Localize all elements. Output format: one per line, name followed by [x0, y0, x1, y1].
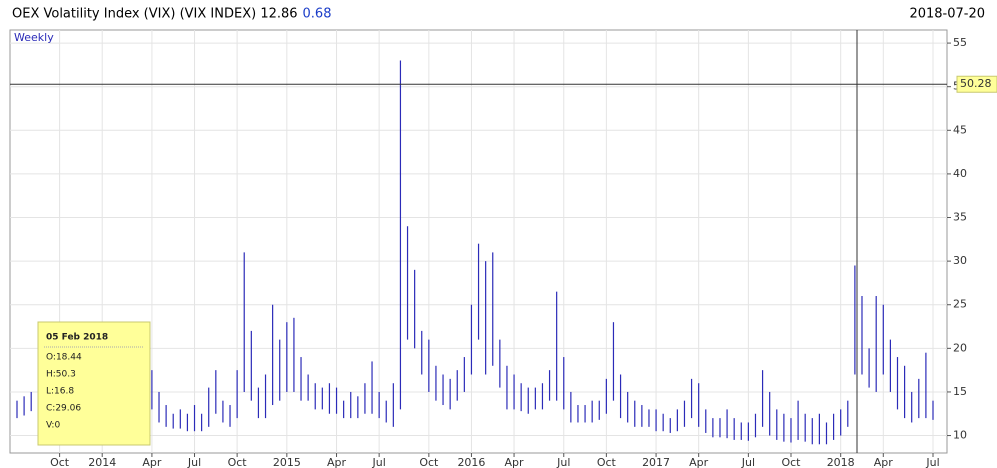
x-tick-label: Apr [142, 456, 162, 468]
tooltip-line: L:16.8 [46, 387, 74, 397]
tooltip-line: V:0 [46, 421, 60, 431]
subtitle: Weekly [14, 31, 54, 44]
x-tick-label: Oct [228, 456, 248, 468]
x-tick-label: 2017 [642, 456, 670, 468]
crosshair-label-box [956, 75, 997, 93]
x-tick-label: 2015 [273, 456, 301, 468]
chart-title: OEX Volatility Index (VIX) (VIX INDEX) 1… [12, 7, 298, 22]
y-tick-label: 55 [953, 36, 967, 49]
plot-area [9, 29, 948, 454]
y-tick-label: 20 [953, 341, 967, 354]
x-tick-label: Jul [371, 456, 385, 468]
y-tick-label: 25 [953, 298, 967, 311]
x-tick-label: Jul [741, 456, 755, 468]
x-tick-label: Oct [781, 456, 801, 468]
x-tick-label: Jul [556, 456, 570, 468]
y-tick-label: 35 [953, 211, 967, 224]
x-tick-label: Oct [50, 456, 70, 468]
tooltip-line: H:50.3 [46, 370, 76, 380]
x-tick-label: Jul [187, 456, 201, 468]
tooltip-date: 05 Feb 2018 [46, 333, 108, 343]
y-tick-label: 45 [953, 123, 967, 136]
date: 2018-07-20 [909, 7, 985, 22]
y-tick-label: 30 [953, 254, 967, 267]
x-tick-label: Apr [327, 456, 347, 468]
y-tick-label: 15 [953, 385, 967, 398]
crosshair-label: 50.28 [960, 77, 992, 90]
x-tick-label: Jul [925, 456, 939, 468]
x-tick-label: Oct [597, 456, 617, 468]
tooltip: 05 Feb 2018 O:18.44 H:50.3 L:16.8 C:29.0… [37, 321, 151, 446]
x-tick-label: Oct [419, 456, 439, 468]
y-tick-label: 40 [953, 167, 967, 180]
x-tick-label: 2014 [88, 456, 116, 468]
x-tick-label: Apr [874, 456, 894, 468]
x-tick-label: Apr [689, 456, 709, 468]
x-tick-label: 2018 [827, 456, 855, 468]
x-tick-label: Apr [505, 456, 525, 468]
tooltip-line: O:18.44 [46, 353, 82, 363]
tooltip-box [37, 321, 151, 446]
tooltip-line: C:29.06 [46, 404, 81, 414]
x-tick-label: 2016 [457, 456, 485, 468]
change: 0.68 [303, 7, 332, 22]
y-tick-label: 10 [953, 429, 967, 442]
